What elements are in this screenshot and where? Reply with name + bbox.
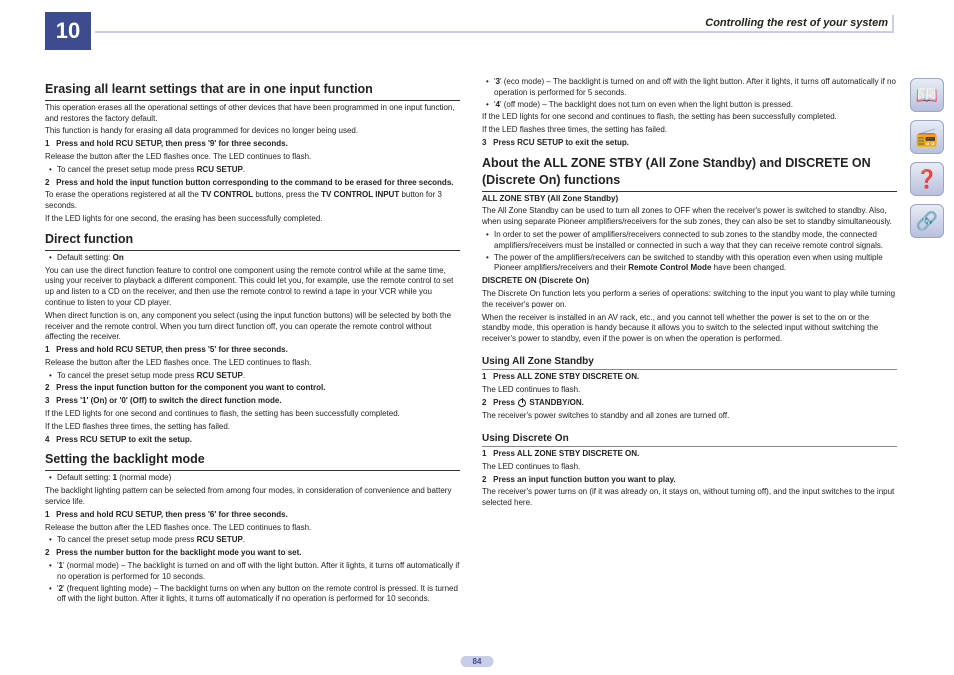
text: If the LED lights for one second and con… (482, 112, 897, 123)
section-backlight: Setting the backlight mode (45, 451, 460, 471)
step-1: 1 Press and hold RCU SETUP, then press '… (45, 139, 460, 150)
text: When the receiver is installed in an AV … (482, 313, 897, 345)
section-using-allzone: Using All Zone Standby (482, 355, 897, 371)
right-column: '3' (eco mode) – The backlight is turned… (482, 75, 897, 607)
text: This operation erases all the operationa… (45, 103, 460, 125)
text: To erase the operations registered at al… (45, 190, 460, 212)
chapter-number: 10 (45, 12, 91, 50)
bullet: To cancel the preset setup mode press RC… (45, 371, 460, 382)
bullet: Default setting: 1 (normal mode) (45, 473, 460, 484)
step-3: 3 Press '1' (On) or '0' (Off) to switch … (45, 396, 460, 407)
text: The Discrete On function lets you perfor… (482, 289, 897, 311)
text: If the LED flashes three times, the sett… (45, 422, 460, 433)
bullet: Default setting: On (45, 253, 460, 264)
text: If the LED lights for one second, the er… (45, 214, 460, 225)
help-icon[interactable]: ❓ (910, 162, 944, 196)
bullet: To cancel the preset setup mode press RC… (45, 165, 460, 176)
bullet: '1' (normal mode) – The backlight is tur… (45, 561, 460, 583)
bullet: In order to set the power of amplifiers/… (482, 230, 897, 252)
section-direct: Direct function (45, 231, 460, 251)
step-2: 2 Press and hold the input function butt… (45, 178, 460, 189)
text: The All Zone Standby can be used to turn… (482, 206, 897, 228)
device-icon[interactable]: 📻 (910, 120, 944, 154)
header-title-bar (892, 15, 894, 33)
section-using-discrete: Using Discrete On (482, 432, 897, 448)
text: The backlight lighting pattern can be se… (45, 486, 460, 508)
page-number: 84 (461, 656, 494, 667)
text: The LED continues to flash. (482, 385, 897, 396)
text: You can use the direct function feature … (45, 266, 460, 309)
text: The LED continues to flash. (482, 462, 897, 473)
text: Release the button after the LED flashes… (45, 523, 460, 534)
bullet: '4' (off mode) – The backlight does not … (482, 100, 897, 111)
step-3: 3 Press RCU SETUP to exit the setup. (482, 138, 897, 149)
step-1: 1 Press ALL ZONE STBY DISCRETE ON. (482, 449, 897, 460)
side-nav: 📖 📻 ❓ 🔗 (910, 78, 944, 238)
text: If the LED flashes three times, the sett… (482, 125, 897, 136)
step-1: 1 Press ALL ZONE STBY DISCRETE ON. (482, 372, 897, 383)
step-1: 1 Press and hold RCU SETUP, then press '… (45, 345, 460, 356)
bullet: '2' (frequent lighting mode) – The backl… (45, 584, 460, 606)
power-icon (518, 399, 526, 407)
step-2: 2 Press an input function button you wan… (482, 475, 897, 486)
section-allzone: About the ALL ZONE STBY (All Zone Standb… (482, 155, 897, 192)
header-divider (95, 31, 894, 33)
book-icon[interactable]: 📖 (910, 78, 944, 112)
step-2: 2 Press the input function button for th… (45, 383, 460, 394)
step-1: 1 Press and hold RCU SETUP, then press '… (45, 510, 460, 521)
subhead: DISCRETE ON (Discrete On) (482, 276, 897, 287)
step-4: 4 Press RCU SETUP to exit the setup. (45, 435, 460, 446)
step-2: 2 Press STANDBY/ON. (482, 398, 897, 409)
text: The receiver's power turns on (if it was… (482, 487, 897, 509)
network-icon[interactable]: 🔗 (910, 204, 944, 238)
header-title: Controlling the rest of your system (701, 17, 892, 29)
bullet: '3' (eco mode) – The backlight is turned… (482, 77, 897, 99)
text: This function is handy for erasing all d… (45, 126, 460, 137)
bullet: The power of the amplifiers/receivers ca… (482, 253, 897, 275)
text: Release the button after the LED flashes… (45, 152, 460, 163)
text: When direct function is on, any componen… (45, 311, 460, 343)
subhead: ALL ZONE STBY (All Zone Standby) (482, 194, 897, 205)
text: If the LED lights for one second and con… (45, 409, 460, 420)
step-2: 2 Press the number button for the backli… (45, 548, 460, 559)
text: Release the button after the LED flashes… (45, 358, 460, 369)
bullet: To cancel the preset setup mode press RC… (45, 535, 460, 546)
section-erasing: Erasing all learnt settings that are in … (45, 81, 460, 101)
text: The receiver's power switches to standby… (482, 411, 897, 422)
left-column: Erasing all learnt settings that are in … (45, 75, 460, 607)
